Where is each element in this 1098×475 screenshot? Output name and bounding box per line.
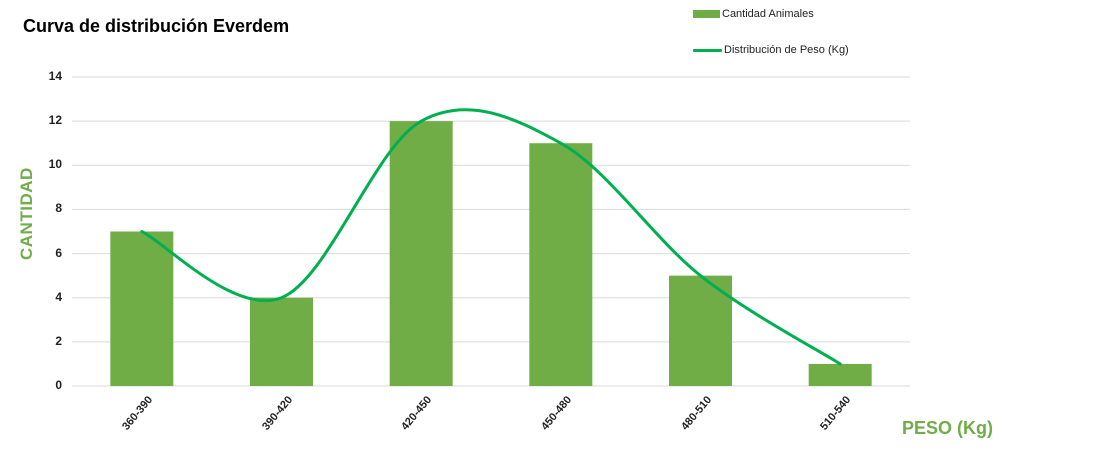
x-axis-title: PESO (Kg) (902, 418, 994, 438)
bar (389, 121, 453, 387)
bar (669, 275, 732, 386)
y-tick-label: 0 (55, 378, 62, 392)
y-tick-label: 14 (48, 69, 62, 83)
bar (529, 143, 593, 386)
line-swatch-icon (693, 48, 722, 52)
bar-swatch-icon (693, 10, 720, 18)
legend-label-line: Distribución de Peso (Kg) (724, 44, 849, 56)
chart-title: Curva de distribución Everdem (23, 16, 290, 36)
legend-item-line: Distribución de Peso (Kg) (693, 44, 849, 56)
y-tick-label: 8 (55, 201, 62, 216)
y-tick-label: 6 (55, 245, 62, 260)
y-tick-label: 10 (48, 157, 62, 172)
bar (110, 231, 174, 386)
y-tick-label: 2 (55, 333, 62, 348)
legend-label-bar: Cantidad Animales (722, 8, 814, 20)
y-tick-label: 4 (55, 289, 62, 304)
gridlines (72, 76, 910, 387)
bar (250, 297, 313, 386)
bar-series (110, 121, 872, 387)
y-tick-label: 12 (48, 113, 62, 128)
legend-item-bar: Cantidad Animales (693, 8, 814, 20)
distribution-line (140, 108, 842, 366)
bar (808, 363, 872, 386)
